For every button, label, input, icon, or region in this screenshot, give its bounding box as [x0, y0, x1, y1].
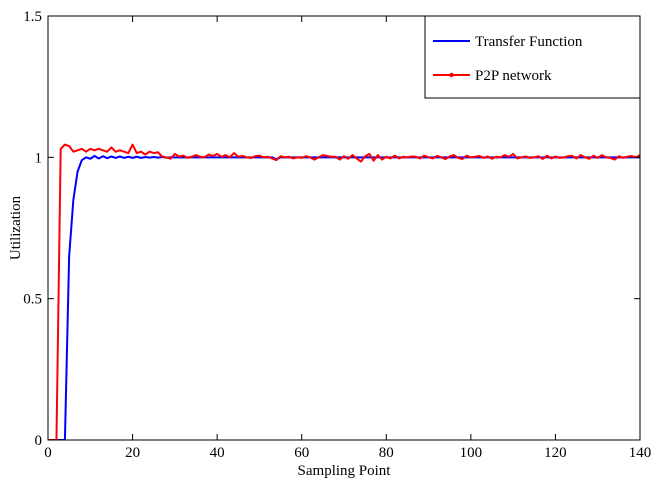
x-tick-label: 120 [544, 445, 567, 461]
x-tick-label: 40 [210, 445, 225, 461]
legend-box [424, 15, 641, 99]
plot-area-frame [47, 15, 641, 441]
axis-ticks: 0 20 40 60 80 100 120 140 0 0.5 1 1.5 [23, 9, 651, 461]
legend-items: Transfer Function P2P network [433, 34, 583, 84]
legend-label-p2p-network: P2P network [475, 68, 552, 84]
y-axis-label: Utilization [8, 195, 24, 260]
y-tick-label: 1 [35, 150, 43, 166]
x-axis-label: Sampling Point [298, 463, 392, 479]
x-tick-label: 20 [125, 445, 140, 461]
x-tick-label: 80 [379, 445, 394, 461]
legend-label-transfer-function: Transfer Function [475, 34, 583, 50]
x-tick-label: 60 [294, 445, 309, 461]
y-tick-label: 0.5 [23, 292, 42, 308]
y-tick-label: 0 [35, 433, 43, 449]
legend-marker-p2p-network [449, 72, 454, 78]
series-layer [48, 143, 640, 440]
x-tick-label: 0 [44, 445, 52, 461]
x-tick-label: 100 [460, 445, 483, 461]
series-line-p2p-network [48, 143, 640, 440]
y-tick-label: 1.5 [23, 9, 42, 25]
legend: Transfer Function P2P network [424, 15, 641, 99]
x-tick-label: 140 [629, 445, 652, 461]
